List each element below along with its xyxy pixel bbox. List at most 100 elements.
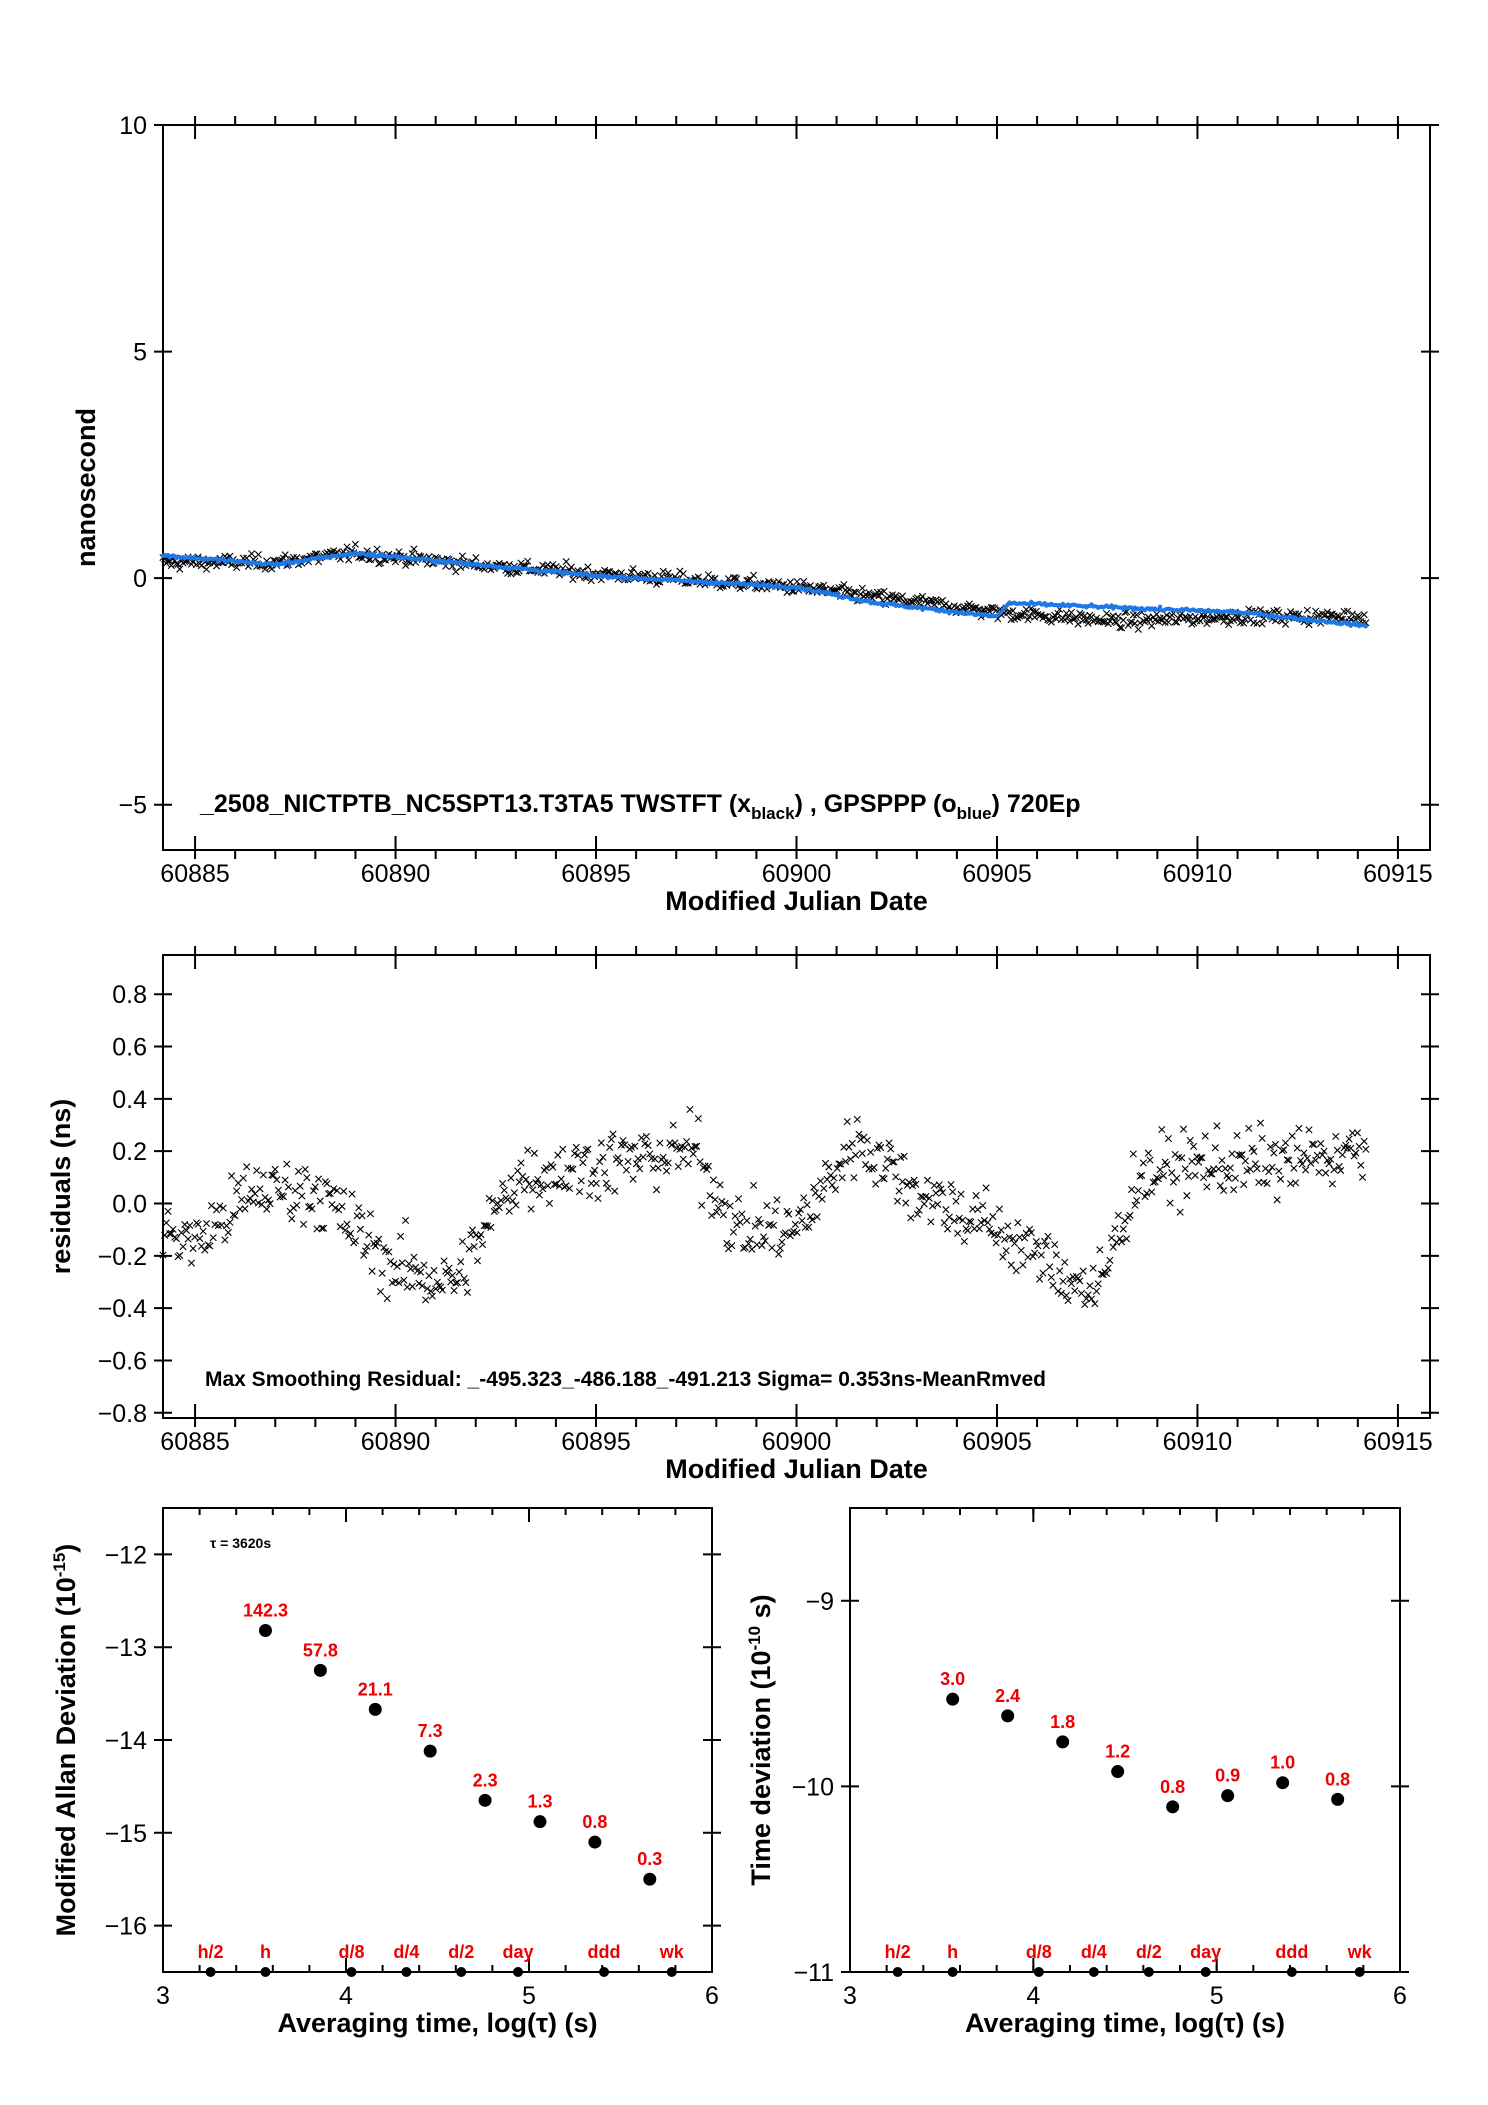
residual-point	[925, 1194, 933, 1202]
residual-point	[1218, 1156, 1226, 1164]
twstft-point	[410, 545, 418, 553]
residual-point	[597, 1139, 605, 1147]
residual-point	[1216, 1182, 1224, 1190]
residual-point	[423, 1285, 431, 1293]
residual-point	[452, 1279, 460, 1287]
residual-point	[341, 1226, 349, 1234]
deviation-point	[1111, 1765, 1125, 1779]
residual-point	[1312, 1156, 1320, 1164]
interval-label: h	[260, 1942, 271, 1962]
residual-point	[550, 1180, 559, 1188]
residual-point	[487, 1223, 495, 1231]
residual-point	[1052, 1251, 1060, 1259]
twstft-point	[1303, 606, 1311, 614]
annotation-part: blue	[957, 804, 992, 823]
residual-point	[749, 1181, 758, 1189]
residual-point	[1240, 1180, 1248, 1189]
x-tick-label: 6	[1393, 1982, 1407, 2010]
residual-point	[1143, 1189, 1151, 1197]
residual-point	[303, 1174, 311, 1182]
y-tick-label: 0.4	[112, 1086, 147, 1114]
y-tick-label: 0.0	[112, 1191, 147, 1219]
residual-point	[1226, 1164, 1234, 1172]
residual-point	[738, 1210, 746, 1218]
residual-point	[1067, 1279, 1075, 1288]
x-tick-label: 60900	[762, 1428, 832, 1456]
twstft-point	[736, 584, 744, 593]
residual-point	[1106, 1256, 1114, 1264]
residual-point	[478, 1241, 487, 1249]
residual-point	[1330, 1166, 1338, 1174]
residual-point	[1111, 1224, 1119, 1233]
x-tick-label: 5	[1210, 1982, 1224, 2010]
residual-point	[977, 1218, 985, 1227]
residual-point	[1002, 1247, 1010, 1255]
residual-point	[955, 1214, 963, 1222]
residual-point	[505, 1207, 513, 1215]
residual-point	[330, 1185, 338, 1193]
residual-point	[259, 1171, 267, 1179]
residual-point	[877, 1143, 885, 1152]
residual-point	[1032, 1238, 1040, 1246]
interval-label: wk	[659, 1942, 685, 1962]
x-axis-title: Averaging time, log(τ) (s)	[965, 2008, 1285, 2038]
residual-point	[810, 1183, 818, 1191]
residual-point	[798, 1217, 806, 1225]
x-tick-label: 60885	[160, 860, 230, 888]
residual-point	[241, 1205, 249, 1213]
interval-marker	[947, 1967, 958, 1977]
residual-point	[895, 1187, 903, 1195]
residual-point	[1042, 1242, 1050, 1250]
residual-point	[591, 1166, 599, 1174]
residual-point	[1295, 1124, 1303, 1132]
twstft-point	[1009, 607, 1017, 615]
residual-point	[1199, 1173, 1208, 1182]
residual-point	[828, 1181, 836, 1189]
deviation-point	[588, 1835, 602, 1849]
residual-point	[356, 1225, 364, 1233]
residual-point	[1017, 1246, 1025, 1254]
y-tick-label: −15	[105, 1820, 147, 1848]
residual-point	[1037, 1251, 1045, 1259]
residual-point	[664, 1159, 672, 1167]
residual-point	[803, 1201, 811, 1209]
interval-marker	[1354, 1967, 1365, 1977]
residual-point	[984, 1218, 992, 1227]
interval-label: day	[1190, 1942, 1221, 1962]
twstft-point	[1189, 619, 1198, 627]
residual-point	[1315, 1168, 1323, 1176]
residual-point	[825, 1163, 833, 1171]
residual-point	[366, 1210, 375, 1218]
residual-point	[805, 1223, 813, 1231]
residual-point	[1131, 1201, 1139, 1209]
twstft-point	[845, 585, 853, 594]
residual-point	[801, 1223, 809, 1231]
residual-point	[383, 1294, 391, 1303]
residual-point	[1104, 1264, 1112, 1272]
residual-point	[932, 1189, 940, 1197]
twstft-point	[181, 558, 189, 566]
residual-point	[1263, 1179, 1271, 1188]
residual-point	[954, 1229, 962, 1237]
residual-point	[510, 1189, 518, 1197]
twstft-point	[1210, 615, 1218, 623]
residual-point	[1049, 1281, 1057, 1289]
residual-point	[485, 1194, 493, 1203]
time-series-plot: 60885 60890 60895 60900 60905 60910 60915 −5 0 5 1…	[71, 112, 1439, 916]
residual-point	[415, 1279, 423, 1287]
residual-point	[226, 1218, 234, 1226]
residual-point	[1128, 1185, 1136, 1194]
residual-point	[614, 1154, 622, 1162]
residual-point	[898, 1178, 907, 1186]
residual-point	[221, 1236, 229, 1244]
residual-point	[830, 1174, 838, 1182]
residual-point	[937, 1185, 945, 1193]
residual-point	[1189, 1142, 1198, 1150]
residual-point	[256, 1185, 264, 1193]
twstft-point	[261, 565, 269, 573]
residual-point	[393, 1262, 401, 1271]
residual-point	[878, 1174, 886, 1182]
interval-label: ddd	[1275, 1942, 1308, 1962]
residual-point	[201, 1246, 209, 1254]
gpsppp-point	[620, 577, 626, 583]
